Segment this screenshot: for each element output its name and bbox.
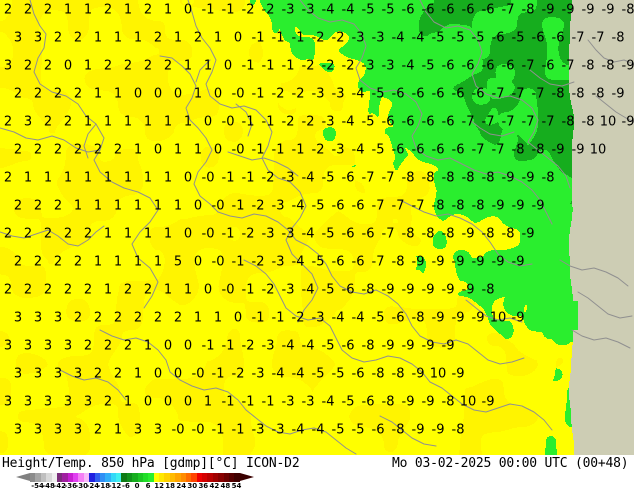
- colorbar-segment: [121, 473, 127, 482]
- colorbar-segment: [223, 473, 229, 482]
- colorbar-segment: [51, 473, 57, 482]
- colorbar-tick: -12: [108, 482, 122, 490]
- colorbar-segment: [218, 473, 224, 482]
- colorbar-segment: [207, 473, 213, 482]
- colorbar-segment: [83, 473, 90, 482]
- colorbar-segment: [148, 473, 154, 482]
- colorbar-segment: [116, 473, 122, 482]
- colorbar-tick: 54: [231, 482, 242, 490]
- colorbar-tick: -18: [97, 482, 111, 490]
- colorbar-segment: [94, 473, 100, 482]
- colorbar-segment: [202, 473, 208, 482]
- colorbar-segment: [180, 473, 186, 482]
- colorbar-tick: -6: [122, 482, 130, 490]
- colorbar-segment: [212, 473, 219, 482]
- colorbar-wrapper: -54 -48 -42 -36 -30 -24 -18 -12 -6 0 6 12 18 24 30 36 42…: [0, 473, 634, 490]
- colorbar-segment: [175, 473, 181, 482]
- colorbar-segment: [159, 473, 165, 482]
- colorbar-segment: [67, 473, 73, 482]
- valid-time-label: Mo 03-02-2025 00:00 UTC (00+48): [392, 456, 629, 471]
- colorbar-segment: [228, 473, 235, 482]
- colorbar-segment: [142, 473, 149, 482]
- product-title: Height/Temp. 850 hPa [gdmp][°C] ICON-D2: [2, 456, 300, 471]
- colorbar-segment: [40, 473, 47, 482]
- colorbar-tick: -54: [31, 482, 44, 490]
- colorbar-segment: [191, 473, 197, 482]
- colorbar-tick: -30: [75, 482, 89, 490]
- colorbar-segment: [56, 473, 63, 482]
- colorbar-tick: -24: [86, 482, 100, 490]
- colorbar-segment: [234, 473, 240, 482]
- colorbar-segment: [99, 473, 106, 482]
- colorbar-tick: 36: [198, 482, 209, 490]
- colorbar-segment: [185, 473, 192, 482]
- colorbar-segment: [126, 473, 133, 482]
- colorbar-left-cap: [16, 473, 30, 481]
- colorbar-segment: [46, 473, 52, 482]
- colorbar-segment: [169, 473, 176, 482]
- colorbar-segment: [153, 473, 159, 482]
- colorbar-tick: 6: [145, 482, 151, 490]
- colorbar-segment: [132, 473, 138, 482]
- colorbar-tick: 18: [165, 482, 176, 490]
- colorbar-right-cap: [240, 473, 254, 481]
- colorbar-tick: -42: [53, 482, 66, 490]
- colorbar-segment: [30, 473, 36, 482]
- colorbar-tick: -48: [42, 482, 55, 490]
- colorbar-gradient: [30, 473, 240, 482]
- colorbar-segment: [164, 473, 170, 482]
- colorbar-tick: 0: [134, 482, 140, 490]
- map-canvas-area[interactable]: 2 2 2 1 1 2 1 2 1 0 -1 -1 -2 -2 -3 -3 -4 -4 -5 -5 -6 -6 -6 -6 -6…: [0, 0, 634, 455]
- colorbar-segment: [196, 473, 202, 482]
- colorbar-segment: [137, 473, 143, 482]
- colorbar-tick-labels: -54 -48 -42 -36 -30 -24 -18 -12 -6 0 6 12 18 24 30 36 42…: [0, 482, 634, 490]
- colorbar-segment: [62, 473, 68, 482]
- colorbar-tick: 12: [154, 482, 164, 490]
- colorbar-tick: 24: [176, 482, 187, 490]
- colorbar-segment: [35, 473, 41, 482]
- colorbar-tick: 42: [209, 482, 220, 490]
- colorbar-segment: [78, 473, 84, 482]
- colorbar-tick: 48: [220, 482, 231, 490]
- colorbar-segment: [110, 473, 116, 482]
- colorbar-segment: [89, 473, 95, 482]
- legend-footer: Height/Temp. 850 hPa [gdmp][°C] ICON-D2 …: [0, 455, 634, 490]
- colorbar-tick: -36: [64, 482, 77, 490]
- temperature-field-raster: [0, 0, 634, 455]
- colorbar-segment: [105, 473, 111, 482]
- colorbar-tick: 30: [187, 482, 198, 490]
- colorbar-segment: [73, 473, 79, 482]
